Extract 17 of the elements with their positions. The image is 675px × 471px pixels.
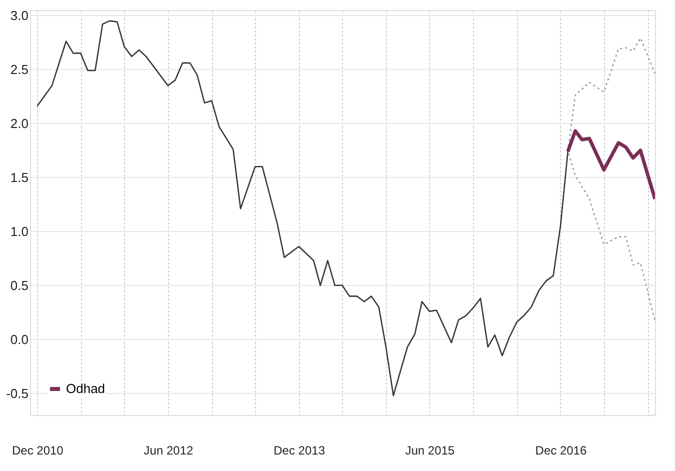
- y-tick-label: 1.0: [10, 224, 28, 239]
- x-tick-label: Jun 2015: [405, 444, 455, 458]
- y-tick-label: 2.5: [10, 62, 28, 77]
- y-tick-label: 2.0: [10, 116, 28, 131]
- legend-label: Odhad: [66, 381, 106, 396]
- x-tick-label: Dec 2010: [12, 444, 64, 458]
- line-series: [567, 37, 655, 322]
- line-series: [566, 129, 655, 201]
- y-tick-label: -0.5: [6, 386, 28, 401]
- y-tick-label: 3.0: [10, 8, 28, 23]
- x-tick-label: Dec 2016: [535, 444, 587, 458]
- y-tick-label: 0.5: [10, 278, 28, 293]
- x-tick-label: Dec 2013: [274, 444, 326, 458]
- x-tick-label: Jun 2012: [144, 444, 194, 458]
- line-series: [36, 20, 569, 396]
- y-tick-label: 0.0: [10, 332, 28, 347]
- y-tick-label: 1.5: [10, 170, 28, 185]
